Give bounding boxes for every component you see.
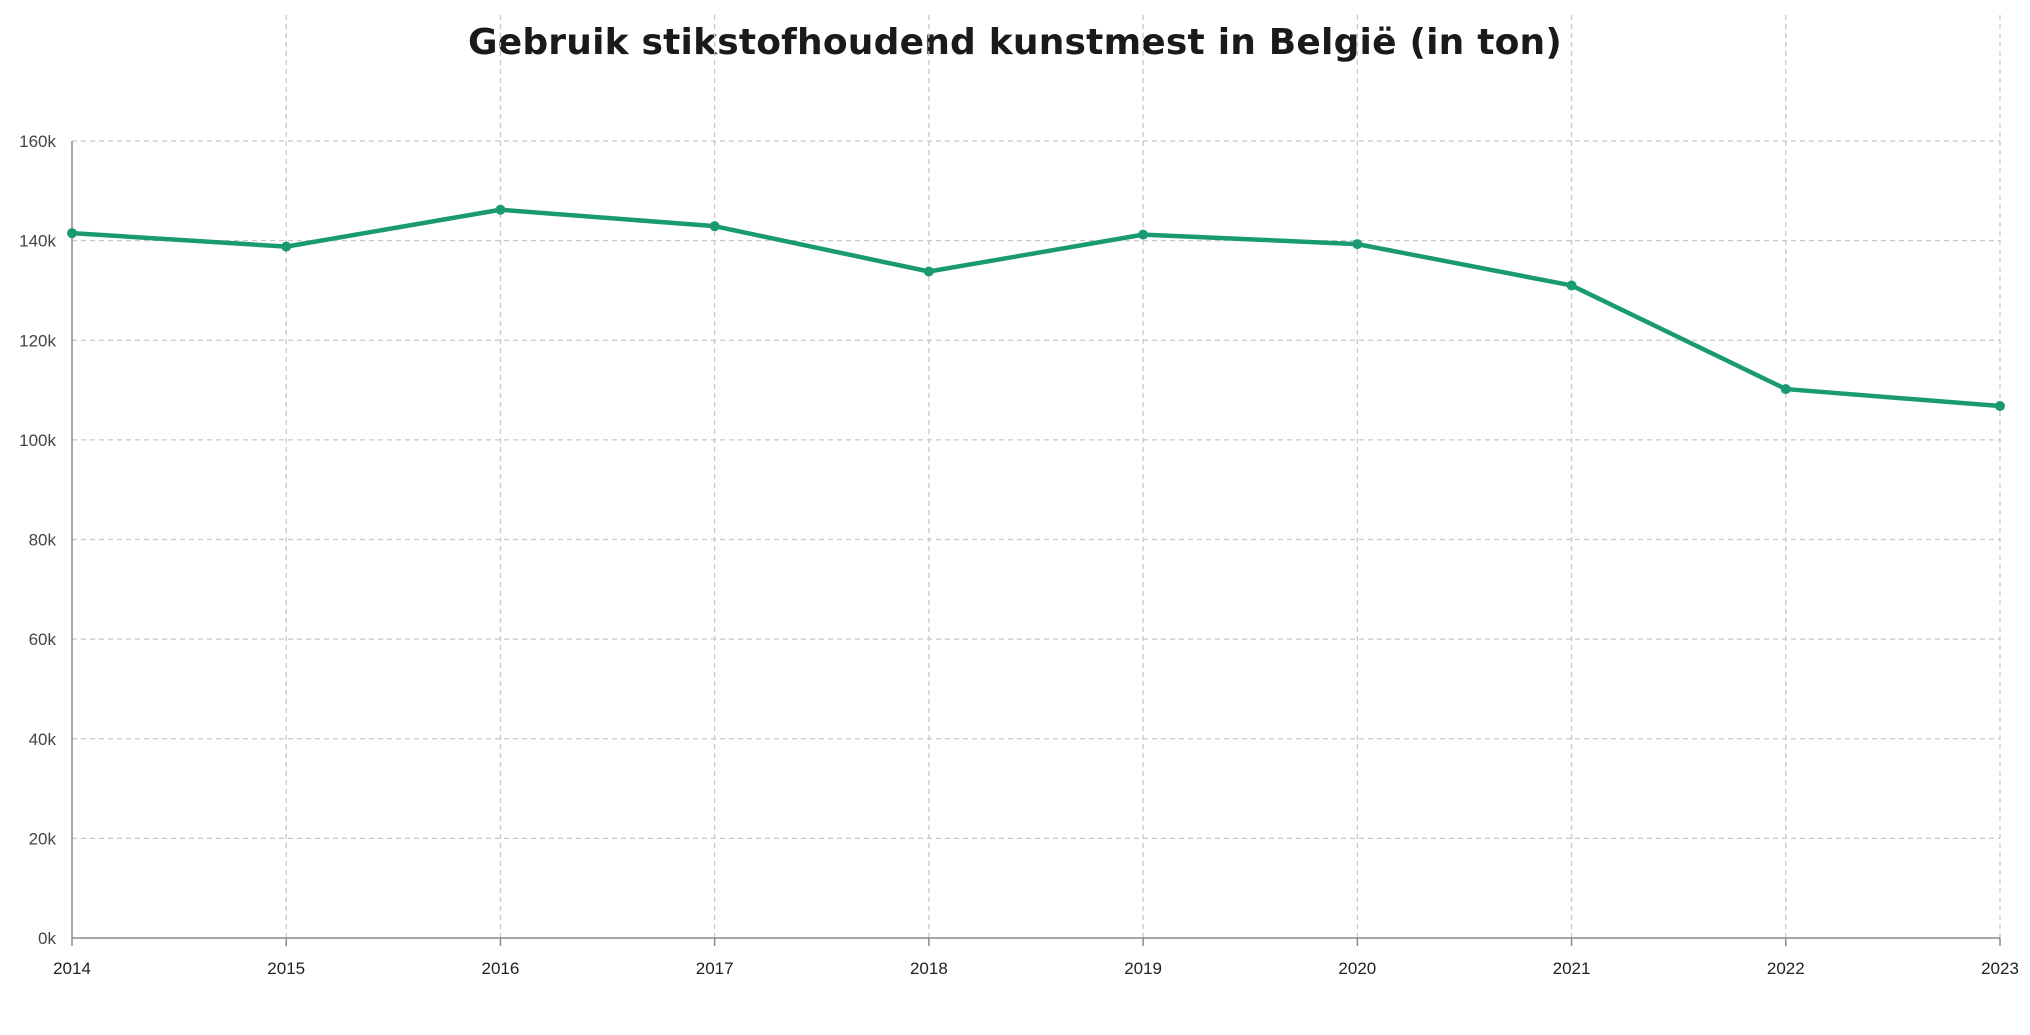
y-tick-label: 140k — [19, 232, 56, 251]
chart-title: Gebruik stikstofhoudend kunstmest in Bel… — [467, 22, 1563, 63]
x-tick-label: 2023 — [1981, 959, 2019, 978]
x-tick-label: 2014 — [53, 959, 91, 978]
series-line — [69, 207, 2003, 409]
y-tick-label: 0k — [38, 929, 56, 948]
x-tick-label: 2020 — [1338, 959, 1376, 978]
x-tick-label: 2017 — [696, 959, 734, 978]
x-tick-label: 2018 — [910, 959, 948, 978]
data-point[interactable] — [1995, 401, 2005, 412]
data-point[interactable] — [281, 241, 292, 252]
data-point[interactable] — [1138, 229, 1149, 240]
data-point[interactable] — [67, 228, 77, 239]
x-tick-label: 2021 — [1553, 959, 1591, 978]
data-point[interactable] — [495, 204, 506, 215]
data-point[interactable] — [1780, 384, 1791, 395]
y-tick-label: 60k — [29, 630, 57, 649]
x-tick-label: 2022 — [1767, 959, 1805, 978]
data-point[interactable] — [1566, 280, 1577, 291]
y-tick-label: 120k — [19, 331, 56, 350]
y-tick-label: 100k — [19, 431, 56, 450]
x-tick-label: 2015 — [267, 959, 305, 978]
x-tick-label: 2019 — [1124, 959, 1162, 978]
y-tick-label: 20k — [29, 829, 57, 848]
data-point[interactable] — [1352, 239, 1363, 250]
y-tick-label: 40k — [29, 730, 57, 749]
y-tick-label: 160k — [19, 132, 56, 151]
y-tick-label: 80k — [29, 531, 57, 550]
gridlines — [72, 15, 2001, 938]
x-tick-label: 2016 — [482, 959, 520, 978]
data-point[interactable] — [709, 221, 720, 232]
data-point[interactable] — [923, 266, 934, 277]
